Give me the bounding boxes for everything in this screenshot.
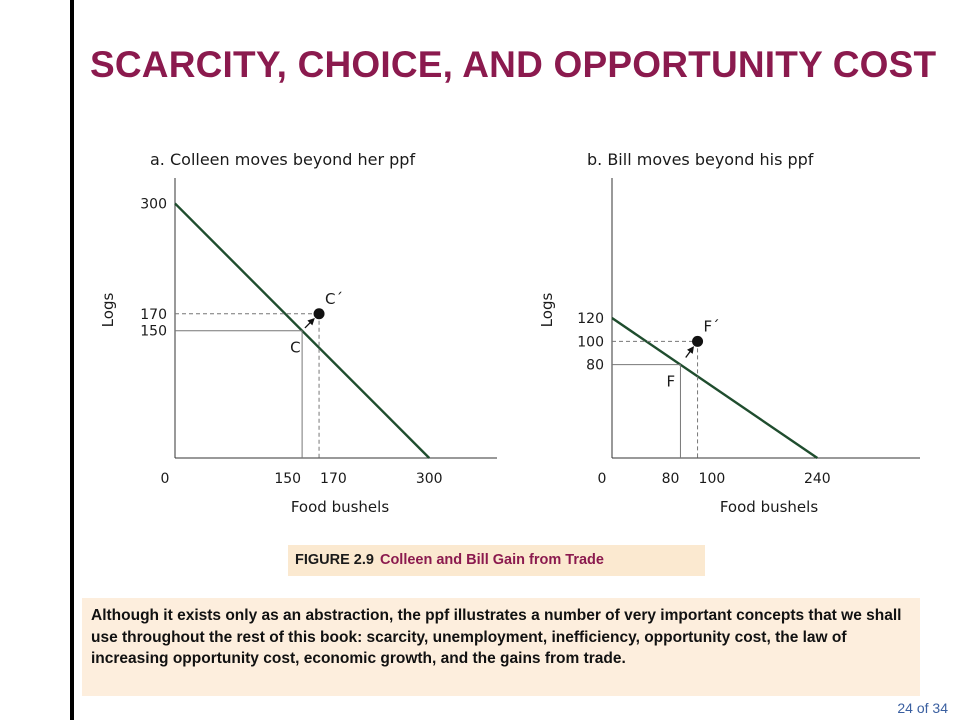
- panel-a-x-tick-label: 300: [416, 471, 443, 487]
- panel-a-x-axis-label: Food bushels: [291, 498, 389, 516]
- panel-a-title: a. Colleen moves beyond her ppf: [150, 150, 415, 169]
- panel-b-x-tick-label: 240: [804, 471, 831, 487]
- figure-caption: FIGURE 2.9 Colleen and Bill Gain from Tra…: [288, 545, 705, 576]
- panel-a-x-tick-label: 170: [320, 471, 347, 487]
- figure-number: FIGURE 2.9: [295, 552, 374, 568]
- panel-a-x-tick-label: 150: [274, 471, 301, 487]
- left-vertical-rule: [70, 0, 74, 720]
- panel-b-y-axis-label: Logs: [538, 293, 556, 328]
- panel-b-point-marker: [692, 335, 704, 347]
- panel-a-x-tick-label: 0: [161, 471, 170, 487]
- panel-b-y-tick-label: 100: [577, 334, 604, 350]
- panel-b-point-label: F´: [704, 317, 720, 335]
- panel-b-x-tick-label: 100: [699, 471, 726, 487]
- panel-b-y-tick-label: 120: [577, 311, 604, 327]
- ppf-charts: a. Colleen moves beyond her ppf Logs Food …: [99, 150, 920, 516]
- panel-b-y-tick-label: 80: [586, 358, 604, 374]
- panel-b-title: b. Bill moves beyond his ppf: [587, 150, 814, 169]
- panel-a-point-label: C: [290, 339, 300, 357]
- panel-b-point-label: F: [666, 373, 675, 391]
- panel-a-point-label: C´: [325, 290, 343, 308]
- figure-title: Colleen and Bill Gain from Trade: [379, 552, 604, 568]
- panel-b-ppf-line: [611, 317, 819, 459]
- panel-b-x-tick-label: 0: [598, 471, 607, 487]
- panel-b-arrow-head: [687, 346, 695, 354]
- panel-a-arrow-head: [307, 318, 315, 326]
- explanation-note: Although it exists only as an abstractio…: [82, 598, 920, 696]
- page-number: 24 of 34: [897, 700, 948, 716]
- panel-b-x-tick-label: 80: [662, 471, 680, 487]
- panel-a-y-axis-label: Logs: [99, 293, 117, 328]
- panel-b-x-axis-label: Food bushels: [720, 498, 818, 516]
- panel-a-point-marker: [313, 308, 325, 320]
- panel-a-y-tick-label: 170: [140, 307, 167, 323]
- slide-title: SCARCITY, CHOICE, AND OPPORTUNITY COST: [90, 44, 937, 85]
- panel-a-y-tick-label: 300: [140, 196, 167, 212]
- panel-a-y-tick-label: 150: [140, 324, 167, 340]
